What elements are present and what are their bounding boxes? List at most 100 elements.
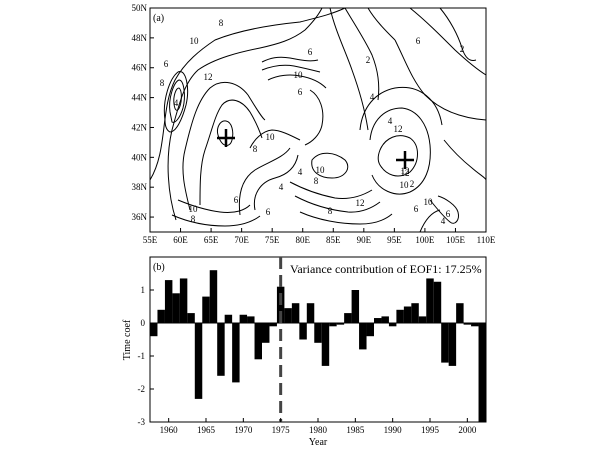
contour-value-label: 10: [266, 132, 276, 142]
bar: [448, 323, 457, 366]
bar: [441, 323, 449, 363]
bar: [321, 323, 330, 366]
contour-value-label: 6: [446, 209, 451, 219]
map-y-tick-label: 42N: [132, 122, 148, 132]
contour-value-label: 12: [204, 72, 213, 82]
bar-x-tick-label: 1980: [309, 425, 328, 435]
map-frame: [149, 7, 487, 233]
bar: [217, 323, 225, 376]
map-y-tick-label: 44N: [132, 93, 148, 103]
map-x-tick-label: 105E: [446, 235, 466, 245]
map-y-tick-label: 38N: [132, 182, 148, 192]
bar: [314, 323, 322, 343]
bar: [291, 303, 300, 323]
bar: [471, 323, 479, 327]
contour-value-label: 4: [279, 182, 284, 192]
map-x-tick-label: 65E: [204, 235, 219, 245]
contour-line: [359, 86, 443, 131]
contour-line: [419, 209, 441, 233]
bar: [366, 323, 374, 337]
bar: [329, 323, 337, 327]
bar-x-tick-label: 1965: [197, 425, 216, 435]
map-x-tick-label: 60E: [173, 235, 188, 245]
contour-line: [294, 195, 381, 213]
bar-x-tick-label: 1985: [346, 425, 365, 435]
contour-line: [439, 7, 477, 61]
map-y-tick-label: 48N: [132, 33, 148, 43]
contour-line: [253, 154, 299, 211]
contour-line: [167, 7, 323, 221]
bar: [336, 323, 345, 325]
time-series-panel: (b) Variance contribution of EOF1: 17.25…: [122, 256, 487, 448]
bar: [194, 323, 203, 399]
contour-value-label: 6: [266, 207, 271, 217]
bar: [202, 296, 210, 323]
panel-b-label: (b): [153, 262, 165, 273]
variance-annotation: Variance contribution of EOF1: 17.25%: [290, 262, 482, 276]
bar-y-tick-label: 0: [141, 318, 146, 328]
contour-line: [304, 89, 324, 146]
contour-line: [171, 214, 261, 227]
bar-y-ticks: -3 -2 -1 0 1: [138, 285, 154, 427]
contour-value-label: 8: [160, 78, 165, 88]
contour-value-label: 4: [388, 116, 393, 126]
contour-line: [261, 64, 321, 73]
map-x-tick-label: 85E: [326, 235, 341, 245]
bar: [187, 313, 195, 323]
contour-value-label: 10: [424, 197, 434, 207]
map-y-tick-label: 36N: [132, 212, 148, 222]
contour-value-label: 6: [234, 195, 239, 205]
bar: [172, 293, 180, 323]
contour-line: [169, 79, 185, 123]
contour-line: [367, 7, 396, 41]
contour-lines: [149, 7, 487, 233]
bar: [359, 323, 367, 350]
contour-value-label: 6: [414, 204, 419, 214]
contour-value-label: 6: [416, 36, 421, 46]
contour-value-label: 4: [441, 216, 446, 226]
bar: [262, 323, 270, 343]
contour-value-label: 10: [294, 70, 304, 80]
contour-value-label: 10: [316, 165, 326, 175]
contour-value-label: 10: [400, 180, 410, 190]
contour-line: [377, 135, 418, 177]
bar: [426, 278, 434, 323]
bar: [150, 323, 158, 337]
bar: [381, 316, 389, 323]
contour-value-label: 12: [356, 198, 365, 208]
contour-value-label: 8: [253, 144, 258, 154]
bar-x-ticks: 1960 1965 1970 1975 1980 1985 1990 1995 2000: [160, 418, 477, 435]
contour-value-label: 10: [190, 36, 200, 46]
contour-map-panel: (a): [132, 3, 496, 245]
map-y-tick-label: 46N: [132, 63, 148, 73]
map-x-tick-label: 70E: [234, 235, 249, 245]
map-y-tick-label: 50N: [132, 3, 148, 13]
high-center-markers: [217, 129, 414, 169]
bar: [456, 303, 464, 323]
contour-value-label: 8: [314, 176, 319, 186]
bar: [374, 318, 382, 323]
bar: [388, 323, 397, 327]
map-x-tick-label: 95E: [387, 235, 402, 245]
bar-y-tick-label: 1: [141, 285, 146, 295]
contour-value-label: 12: [401, 166, 410, 176]
contour-line: [299, 211, 393, 225]
bar: [299, 323, 307, 340]
map-x-tick-label: 90E: [357, 235, 372, 245]
contour-value-label: 8: [328, 206, 333, 216]
bar: [254, 323, 262, 360]
contour-line: [249, 129, 301, 149]
bar: [403, 306, 412, 323]
contour-line: [289, 181, 373, 199]
map-x-tick-label: 75E: [265, 235, 280, 245]
bar: [247, 316, 255, 323]
contour-value-label: 4: [174, 98, 179, 108]
contour-line: [173, 87, 182, 111]
bar: [209, 270, 218, 323]
contour-value-label: 8: [219, 18, 224, 28]
y-axis-title: Time coef: [122, 319, 133, 360]
bar: [478, 323, 486, 422]
contour-line: [369, 107, 431, 195]
bar: [411, 303, 419, 323]
contour-value-label: 6: [298, 87, 303, 97]
